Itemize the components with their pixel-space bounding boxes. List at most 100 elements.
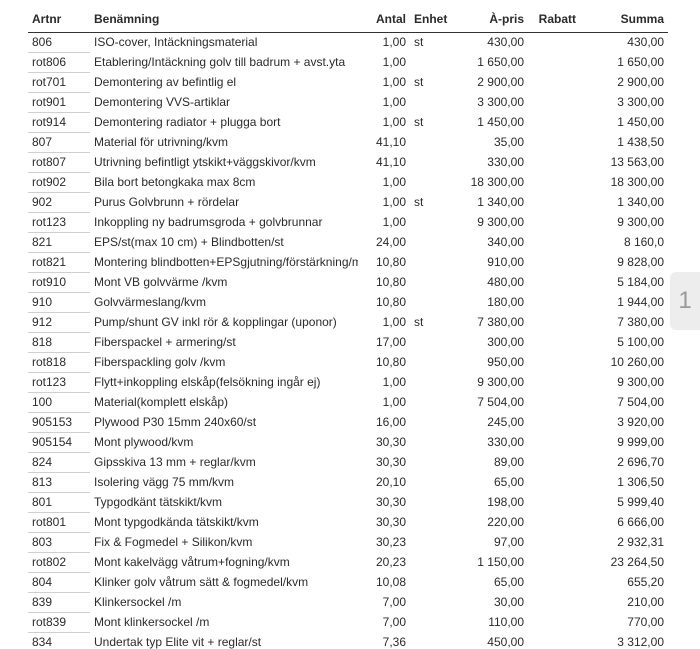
cell-summa: 2 900,00 xyxy=(580,73,668,93)
table-row: rot901Demontering VVS-artiklar1,003 300,… xyxy=(28,93,668,113)
cell-enhet xyxy=(410,453,452,473)
cell-enhet xyxy=(410,273,452,293)
cell-summa: 3 312,00 xyxy=(580,633,668,649)
table-row: rot806Etablering/Intäckning golv till ba… xyxy=(28,53,668,73)
cell-enhet: st xyxy=(410,313,452,333)
cell-artnr: 813 xyxy=(28,473,90,493)
table-row: 839Klinkersockel /m7,0030,00210,00 xyxy=(28,593,668,613)
col-summa: Summa xyxy=(580,8,668,33)
cell-apris: 220,00 xyxy=(452,513,528,533)
cell-artnr: 801 xyxy=(28,493,90,513)
cell-rabatt xyxy=(528,593,580,613)
cell-rabatt xyxy=(528,493,580,513)
cell-summa: 9 300,00 xyxy=(580,213,668,233)
cell-artnr: rot821 xyxy=(28,253,90,273)
cell-rabatt xyxy=(528,193,580,213)
cell-summa: 6 666,00 xyxy=(580,513,668,533)
cell-summa: 1 340,00 xyxy=(580,193,668,213)
cell-rabatt xyxy=(528,53,580,73)
line-items-table: Artnr Benämning Antal Enhet À-pris Rabat… xyxy=(28,8,668,649)
table-row: 824Gipsskiva 13 mm + reglar/kvm30,3089,0… xyxy=(28,453,668,473)
cell-benamning: Demontering radiator + plugga bort xyxy=(90,113,358,133)
cell-artnr: rot818 xyxy=(28,353,90,373)
cell-enhet: st xyxy=(410,73,452,93)
cell-apris: 110,00 xyxy=(452,613,528,633)
cell-rabatt xyxy=(528,213,580,233)
cell-summa: 9 999,00 xyxy=(580,433,668,453)
cell-summa: 5 999,40 xyxy=(580,493,668,513)
cell-summa: 18 300,00 xyxy=(580,173,668,193)
cell-enhet xyxy=(410,333,452,353)
cell-apris: 430,00 xyxy=(452,33,528,53)
cell-artnr: rot910 xyxy=(28,273,90,293)
cell-rabatt xyxy=(528,273,580,293)
table-row: 834Undertak typ Elite vit + reglar/st7,3… xyxy=(28,633,668,649)
cell-enhet: st xyxy=(410,33,452,53)
cell-benamning: Purus Golvbrunn + rördelar xyxy=(90,193,358,213)
cell-enhet xyxy=(410,553,452,573)
cell-apris: 1 650,00 xyxy=(452,53,528,73)
cell-antal: 30,30 xyxy=(358,453,410,473)
cell-antal: 7,00 xyxy=(358,593,410,613)
cell-antal: 1,00 xyxy=(358,193,410,213)
cell-apris: 65,00 xyxy=(452,573,528,593)
cell-apris: 1 150,00 xyxy=(452,553,528,573)
cell-artnr: 803 xyxy=(28,533,90,553)
cell-artnr: rot123 xyxy=(28,213,90,233)
cell-enhet xyxy=(410,413,452,433)
cell-summa: 13 563,00 xyxy=(580,153,668,173)
cell-artnr: rot807 xyxy=(28,153,90,173)
cell-artnr: rot806 xyxy=(28,53,90,73)
cell-artnr: 821 xyxy=(28,233,90,253)
cell-benamning: Bila bort betongkaka max 8cm xyxy=(90,173,358,193)
col-enhet: Enhet xyxy=(410,8,452,33)
cell-summa: 2 932,31 xyxy=(580,533,668,553)
cell-antal: 1,00 xyxy=(358,373,410,393)
cell-enhet xyxy=(410,133,452,153)
table-row: rot839Mont klinkersockel /m7,00110,00770… xyxy=(28,613,668,633)
cell-benamning: Mont plywood/kvm xyxy=(90,433,358,453)
cell-enhet xyxy=(410,613,452,633)
cell-antal: 1,00 xyxy=(358,93,410,113)
cell-antal: 1,00 xyxy=(358,313,410,333)
cell-apris: 2 900,00 xyxy=(452,73,528,93)
cell-enhet: st xyxy=(410,193,452,213)
col-rabatt: Rabatt xyxy=(528,8,580,33)
cell-antal: 10,80 xyxy=(358,353,410,373)
cell-artnr: 818 xyxy=(28,333,90,353)
cell-summa: 5 100,00 xyxy=(580,333,668,353)
table-row: rot123Inkoppling ny badrumsgroda + golvb… xyxy=(28,213,668,233)
cell-rabatt xyxy=(528,253,580,273)
cell-enhet xyxy=(410,173,452,193)
cell-apris: 18 300,00 xyxy=(452,173,528,193)
cell-apris: 3 300,00 xyxy=(452,93,528,113)
cell-antal: 1,00 xyxy=(358,73,410,93)
table-row: 806ISO-cover, Intäckningsmaterial1,00st4… xyxy=(28,33,668,53)
cell-summa: 1 438,50 xyxy=(580,133,668,153)
cell-benamning: Etablering/Intäckning golv till badrum +… xyxy=(90,53,358,73)
cell-summa: 3 920,00 xyxy=(580,413,668,433)
cell-benamning: Demontering av befintlig el xyxy=(90,73,358,93)
cell-artnr: 905154 xyxy=(28,433,90,453)
cell-apris: 198,00 xyxy=(452,493,528,513)
cell-artnr: rot802 xyxy=(28,553,90,573)
cell-enhet xyxy=(410,493,452,513)
cell-apris: 340,00 xyxy=(452,233,528,253)
cell-apris: 950,00 xyxy=(452,353,528,373)
table-row: 813Isolering vägg 75 mm/kvm20,1065,001 3… xyxy=(28,473,668,493)
cell-benamning: Utrivning befintligt ytskikt+väggskivor/… xyxy=(90,153,358,173)
cell-antal: 30,30 xyxy=(358,433,410,453)
cell-enhet xyxy=(410,433,452,453)
cell-enhet xyxy=(410,233,452,253)
table-row: 818Fiberspackel + armering/st17,00300,00… xyxy=(28,333,668,353)
cell-antal: 1,00 xyxy=(358,33,410,53)
cell-rabatt xyxy=(528,553,580,573)
cell-rabatt xyxy=(528,113,580,133)
cell-summa: 7 504,00 xyxy=(580,393,668,413)
cell-benamning: Pump/shunt GV inkl rör & kopplingar (upo… xyxy=(90,313,358,333)
cell-enhet xyxy=(410,93,452,113)
cell-antal: 30,30 xyxy=(358,513,410,533)
cell-artnr: rot902 xyxy=(28,173,90,193)
table-row: 803Fix & Fogmedel + Silikon/kvm30,2397,0… xyxy=(28,533,668,553)
table-row: 807Material för utrivning/kvm41,1035,001… xyxy=(28,133,668,153)
